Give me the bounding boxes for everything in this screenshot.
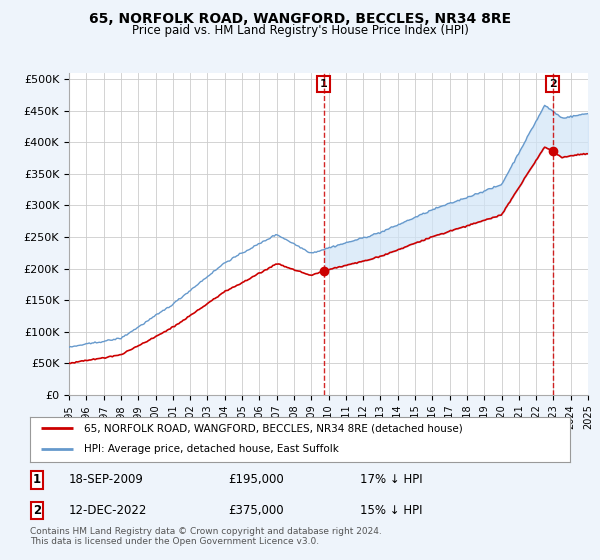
Text: 15% ↓ HPI: 15% ↓ HPI: [360, 504, 422, 517]
Text: 1: 1: [33, 473, 41, 486]
Text: 17% ↓ HPI: 17% ↓ HPI: [360, 473, 422, 486]
Text: Contains HM Land Registry data © Crown copyright and database right 2024.
This d: Contains HM Land Registry data © Crown c…: [30, 526, 382, 546]
Text: £195,000: £195,000: [228, 473, 284, 486]
Text: £375,000: £375,000: [228, 504, 284, 517]
Text: 12-DEC-2022: 12-DEC-2022: [69, 504, 148, 517]
Text: 2: 2: [548, 79, 556, 89]
Text: 65, NORFOLK ROAD, WANGFORD, BECCLES, NR34 8RE: 65, NORFOLK ROAD, WANGFORD, BECCLES, NR3…: [89, 12, 511, 26]
Text: Price paid vs. HM Land Registry's House Price Index (HPI): Price paid vs. HM Land Registry's House …: [131, 24, 469, 36]
Text: 18-SEP-2009: 18-SEP-2009: [69, 473, 144, 486]
Text: 65, NORFOLK ROAD, WANGFORD, BECCLES, NR34 8RE (detached house): 65, NORFOLK ROAD, WANGFORD, BECCLES, NR3…: [84, 423, 463, 433]
Text: HPI: Average price, detached house, East Suffolk: HPI: Average price, detached house, East…: [84, 445, 339, 455]
Text: 2: 2: [33, 504, 41, 517]
Text: 1: 1: [320, 79, 328, 89]
